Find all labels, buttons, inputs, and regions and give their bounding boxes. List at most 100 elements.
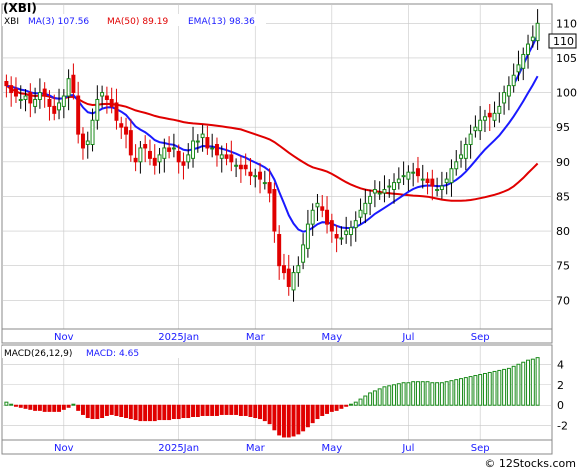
- date-tick-label: May: [321, 443, 342, 454]
- macd-bar: [171, 404, 176, 420]
- macd-bar: [90, 404, 95, 420]
- macd-bar: [176, 404, 181, 420]
- macd-bar: [291, 404, 296, 437]
- macd-axis: -2 0 2 4: [557, 358, 568, 432]
- candle-body: [387, 185, 392, 188]
- legend-ma50: MA(50) 89.19: [107, 17, 168, 27]
- macd-bar: [459, 378, 464, 406]
- candle-body: [157, 154, 162, 163]
- macd-tick-label: -2: [557, 420, 568, 433]
- candle-body: [4, 80, 9, 87]
- candle-body: [535, 22, 540, 42]
- macd-bar: [104, 404, 109, 416]
- macd-bar: [238, 404, 243, 416]
- macd-bar: [406, 382, 411, 406]
- macd-bar: [109, 404, 114, 415]
- macd-bar: [219, 404, 224, 415]
- candle-body: [253, 175, 258, 178]
- candle-body: [80, 133, 85, 149]
- candle-body: [195, 140, 200, 143]
- price-tick-label: 70: [556, 294, 570, 307]
- candle-body: [267, 182, 272, 194]
- candle-body: [262, 182, 267, 185]
- macd-bar: [296, 404, 301, 435]
- candle-body: [430, 178, 435, 187]
- date-axis-bottom: Nov 2025Jan Mar May Jul Sep: [54, 443, 490, 454]
- macd-bar: [363, 395, 368, 406]
- date-tick-label: 2025Jan: [158, 332, 199, 343]
- macd-bar: [281, 404, 286, 438]
- macd-bar: [511, 365, 516, 406]
- candle-body: [482, 116, 487, 121]
- macd-bar: [454, 379, 459, 406]
- candle-body: [248, 171, 253, 177]
- date-axis-band: [1, 328, 553, 344]
- candle-body: [23, 95, 28, 100]
- candle-body: [305, 223, 310, 249]
- macd-bar: [162, 404, 167, 421]
- candle-body: [104, 95, 109, 100]
- macd-bar: [401, 382, 406, 406]
- date-tick-label: Sep: [471, 443, 490, 454]
- macd-bar: [267, 404, 272, 425]
- candle-body: [214, 143, 219, 156]
- candle-body: [258, 171, 263, 180]
- candle-body: [243, 164, 248, 170]
- candle-body: [420, 178, 425, 181]
- candle-body: [487, 112, 492, 118]
- candle-body: [200, 133, 205, 139]
- candle-body: [382, 189, 387, 194]
- legend-ma3: MA(3) 107.56: [28, 17, 89, 27]
- macd-bar: [258, 404, 263, 420]
- candle-body: [57, 102, 62, 111]
- macd-bar: [42, 404, 47, 412]
- macd-bar: [444, 381, 449, 406]
- macd-bar: [66, 404, 71, 408]
- macd-bar: [13, 404, 18, 407]
- ma3-line: [512, 34, 539, 85]
- ema13-path: [6, 75, 539, 233]
- candle-body: [191, 140, 196, 159]
- candle-body: [128, 130, 133, 156]
- macd-bar: [195, 404, 200, 418]
- candle-body: [71, 74, 76, 94]
- price-tick-label: 110: [556, 17, 577, 30]
- candle-body: [372, 189, 377, 194]
- candle-body: [167, 147, 172, 152]
- macd-bar: [530, 358, 535, 406]
- candle-body: [124, 126, 129, 135]
- macd-bar: [310, 404, 315, 424]
- candle-body: [147, 150, 152, 159]
- macd-bar: [353, 401, 358, 406]
- candle-body: [506, 85, 511, 97]
- macd-bar: [143, 404, 148, 422]
- macd-bar: [210, 404, 215, 416]
- macd-bar: [119, 404, 124, 418]
- candle-body: [229, 154, 234, 163]
- candle-body: [181, 161, 186, 166]
- candle-body: [176, 150, 181, 163]
- macd-bar: [497, 369, 502, 406]
- ma3-path: [512, 34, 539, 85]
- macd-bar: [147, 404, 152, 422]
- candle-body: [162, 147, 167, 159]
- price-tick-label: 85: [556, 190, 570, 203]
- last-price-tag: 110: [548, 33, 577, 49]
- date-tick-label: Mar: [246, 332, 266, 343]
- macd-bar: [368, 392, 373, 406]
- macd-bar: [18, 404, 23, 408]
- macd-bar: [186, 404, 191, 419]
- macd-bar: [301, 404, 306, 432]
- candle-body: [109, 98, 114, 107]
- date-tick-label: Nov: [54, 332, 74, 343]
- macd-bar: [348, 403, 353, 406]
- macd-bar: [133, 404, 138, 421]
- macd-bar: [114, 404, 119, 416]
- macd-value: MACD: 4.65: [86, 349, 139, 359]
- candle-body: [411, 171, 416, 174]
- candle-body: [42, 88, 47, 97]
- candle-body: [392, 182, 397, 191]
- price-tick-label: 80: [556, 225, 570, 238]
- candle-body: [401, 175, 406, 178]
